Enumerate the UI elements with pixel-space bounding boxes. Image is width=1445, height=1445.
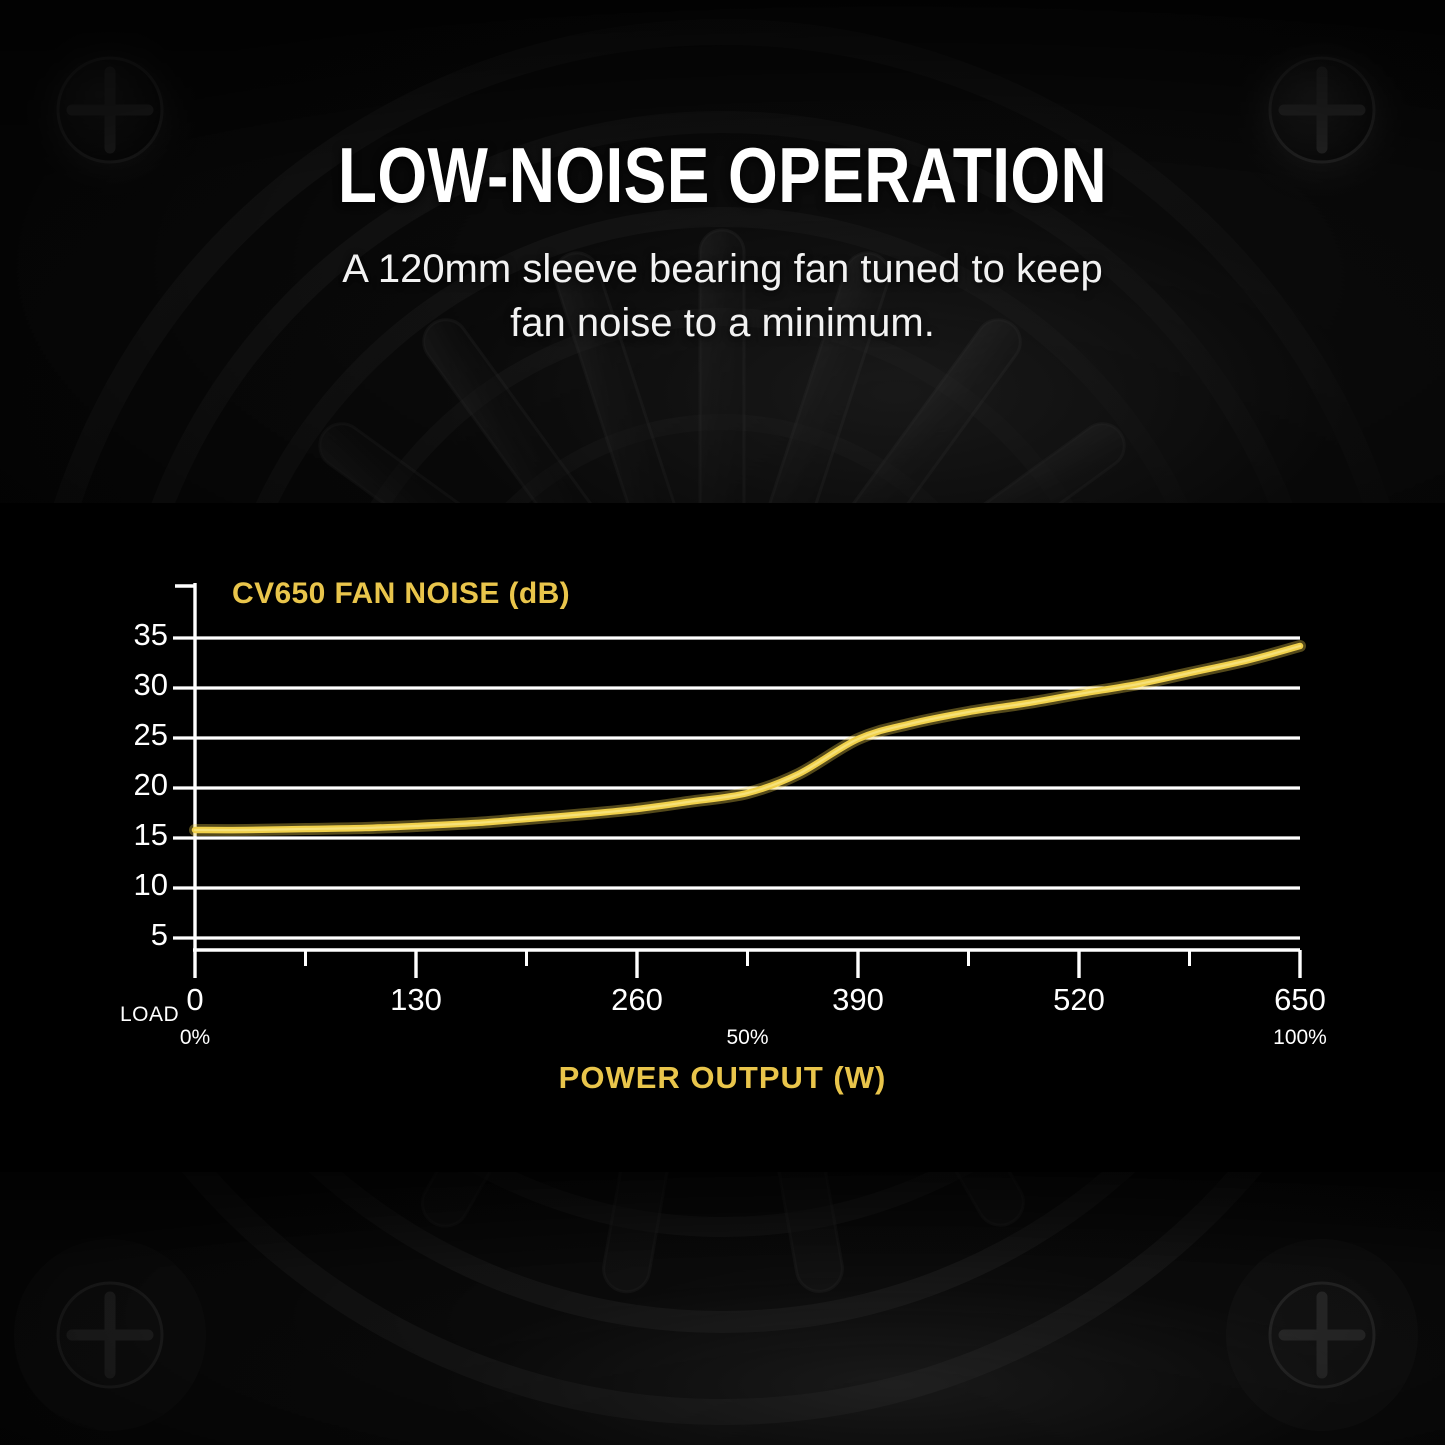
- chart-title: CV650 FAN NOISE (dB): [232, 577, 571, 610]
- y-tick-label: 5: [150, 917, 168, 952]
- x-tick-label: 260: [611, 982, 663, 1017]
- hero-subtitle-line-2: fan noise to a minimum.: [510, 301, 935, 345]
- chart-gridlines: [195, 636, 1300, 940]
- screw-top-right: [1226, 14, 1418, 206]
- screw-bottom-right-2: [1226, 1239, 1418, 1431]
- y-tick-label: 30: [133, 667, 168, 702]
- x-tick-label: 130: [390, 982, 442, 1017]
- load-axis-label: LOAD: [120, 1003, 180, 1026]
- x-tick-label: 390: [832, 982, 884, 1017]
- fan-noise-chart-panel: [0, 503, 1445, 1172]
- x-tick-label: 520: [1053, 982, 1105, 1017]
- fan-grille-photo-top: [0, 0, 1445, 503]
- y-tick-label: 35: [133, 617, 168, 652]
- hero-subtitle: A 120mm sleeve bearing fan tuned to keep…: [0, 242, 1445, 350]
- load-percent-label: 100%: [1273, 1026, 1327, 1049]
- chart-series-line: [189, 640, 1306, 837]
- x-axis-title: POWER OUTPUT (W): [558, 1060, 887, 1095]
- page-title: LOW-NOISE OPERATION: [337, 131, 1108, 219]
- x-tick-label: 650: [1274, 982, 1326, 1017]
- fan-grille-illustration-bottom: [0, 1172, 1445, 1445]
- x-tick-label: 0: [186, 982, 204, 1017]
- load-percent-label: 0%: [179, 1026, 211, 1049]
- y-tick-label: 25: [133, 717, 168, 752]
- hero-text-block: LOW-NOISE OPERATION A 120mm sleeve beari…: [0, 132, 1445, 350]
- screw-top-left: [14, 14, 206, 206]
- fan-grille-illustration: [0, 0, 1445, 503]
- y-tick-label: 20: [133, 767, 168, 802]
- hero-subtitle-line-1: A 120mm sleeve bearing fan tuned to keep: [342, 247, 1103, 291]
- chart-ticks: [173, 636, 1302, 978]
- y-tick-label: 15: [133, 817, 168, 852]
- load-percent-label: 50%: [726, 1026, 769, 1049]
- y-tick-label: 10: [133, 867, 168, 902]
- screw-bottom-left-2: [14, 1239, 206, 1431]
- fan-grille-photo-bottom: [0, 1172, 1445, 1445]
- fan-noise-chart-svg: [173, 583, 1306, 978]
